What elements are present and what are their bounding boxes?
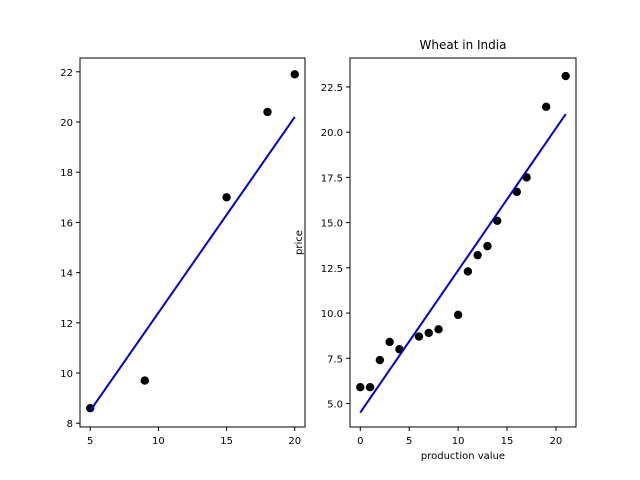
data-point	[473, 250, 482, 260]
y-tick-label: 8	[67, 419, 73, 430]
x-tick-label: 15	[220, 436, 233, 447]
y-tick-label: 20.0	[321, 128, 343, 139]
y-tick-label: 20	[60, 118, 73, 129]
y-tick-label: 18	[60, 168, 73, 179]
data-point	[263, 107, 272, 117]
y-tick-label: 7.5	[327, 354, 343, 365]
y-tick-label: 12	[60, 319, 73, 330]
x-tick-label: 10	[452, 436, 465, 447]
x-tick-label: 20	[288, 436, 301, 447]
data-point	[434, 325, 443, 334]
y-axis-label: price	[294, 230, 305, 255]
y-tick-label: 12.5	[321, 264, 343, 275]
y-tick-label: 17.5	[321, 173, 343, 184]
x-tick-label: 20	[550, 436, 563, 447]
data-point	[561, 71, 570, 81]
y-tick-label: 16	[60, 218, 73, 229]
right-chart: 0 5 10 15 20 5.0 7.5 10.0 12.5 15.0 17.5 20.0 22.5 Wh…	[294, 38, 577, 462]
x-tick-label: 0	[357, 436, 363, 447]
data-point	[453, 310, 463, 320]
x-tick-label: 10	[152, 436, 165, 447]
y-tick-label: 10.0	[321, 309, 343, 320]
y-tick-label: 10	[60, 369, 73, 380]
y-tick-label: 5.0	[327, 399, 343, 410]
data-point	[541, 102, 551, 112]
regression-line	[359, 113, 567, 414]
data-point	[375, 355, 385, 365]
data-point	[463, 267, 473, 276]
data-point	[140, 376, 149, 385]
data-point	[290, 70, 299, 79]
data-point	[356, 383, 365, 392]
regression-line	[89, 116, 296, 412]
data-point	[424, 328, 433, 338]
chart-title: Wheat in India	[420, 38, 507, 52]
y-tick-label: 14	[60, 269, 73, 280]
y-tick-label: 22.5	[321, 83, 343, 94]
data-point	[414, 332, 424, 341]
x-tick-label: 15	[501, 436, 514, 447]
data-point	[493, 216, 502, 225]
data-point	[365, 383, 375, 392]
y-tick-label: 15.0	[321, 219, 343, 230]
y-tick-label: 22	[60, 68, 73, 79]
data-point	[222, 193, 231, 202]
data-point	[385, 337, 394, 347]
left-chart: 5 10 15 20 8 10 12 14 16 18 20 22	[60, 57, 306, 447]
x-axis-label: production value	[421, 451, 505, 462]
axes-frame	[349, 57, 577, 428]
x-tick-label: 5	[406, 436, 412, 447]
axes-frame	[79, 57, 306, 428]
data-point	[483, 241, 492, 251]
x-tick-label: 5	[87, 436, 93, 447]
